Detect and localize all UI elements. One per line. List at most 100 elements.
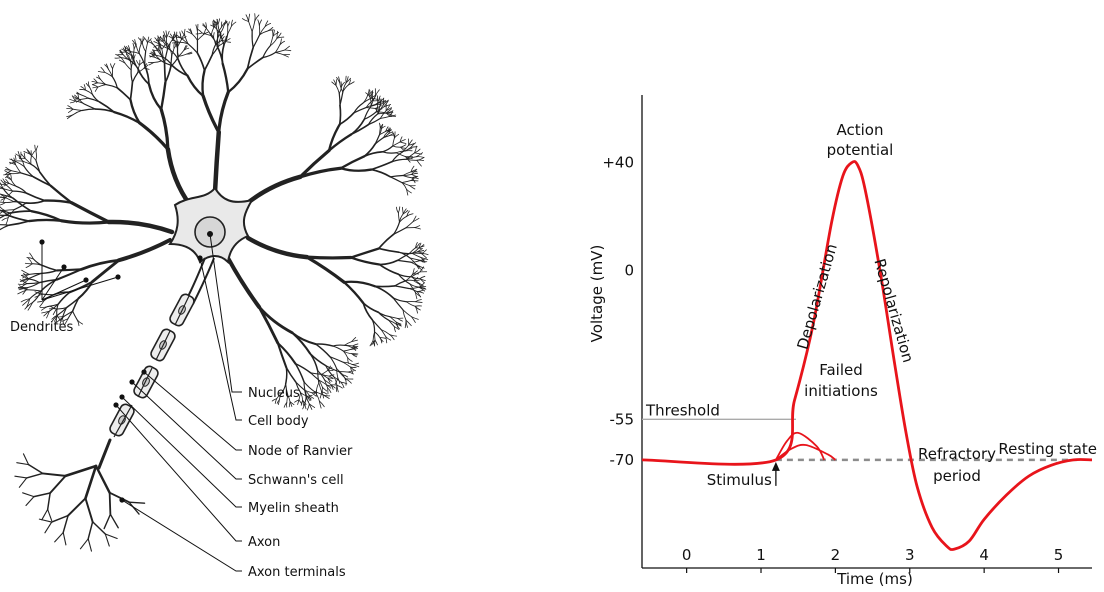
dendrite-branch bbox=[133, 49, 134, 57]
x-tick-label: 2 bbox=[831, 546, 841, 564]
dendrite-branch bbox=[318, 371, 319, 383]
dendrite-branch bbox=[351, 119, 364, 134]
dendrite-branch bbox=[168, 149, 190, 205]
dot bbox=[119, 394, 124, 399]
dendrite-branch bbox=[98, 85, 106, 87]
dendrite-branch bbox=[42, 265, 57, 270]
dendrite-branch bbox=[348, 358, 352, 362]
dendrite-branch bbox=[113, 63, 115, 68]
label-nucleus: Nucleus bbox=[248, 386, 300, 401]
axon-terminal-branch bbox=[48, 493, 50, 509]
axon-terminal-branch bbox=[23, 493, 34, 497]
axon-terminal-branch bbox=[42, 509, 48, 519]
action-potential-label-line1: Action bbox=[837, 121, 884, 139]
dendrite-branch bbox=[29, 220, 62, 221]
dendrite-branch bbox=[27, 193, 45, 200]
axon-terminal-branch bbox=[63, 516, 68, 533]
dendrite-branch bbox=[101, 67, 105, 72]
dendrite-branch bbox=[133, 43, 134, 49]
axon-terminal-branch bbox=[48, 509, 52, 520]
dendrite-branch bbox=[252, 21, 255, 32]
dendrite-branch bbox=[340, 113, 354, 125]
axon-terminal-branch bbox=[129, 502, 139, 514]
label-node-of-ranvier: Node of Ranvier bbox=[248, 444, 353, 459]
refractory-period-label-line2: period bbox=[933, 467, 981, 485]
repolarization-label: Repolarization bbox=[870, 257, 917, 365]
dendrite-branch bbox=[115, 58, 121, 59]
dendrite-branch bbox=[415, 306, 421, 307]
dendrite-branch bbox=[375, 340, 377, 345]
axon-terminal-branch bbox=[68, 498, 85, 515]
axon-terminal-branch bbox=[15, 476, 27, 478]
dendrite-branch bbox=[333, 345, 345, 346]
dendrite-branch bbox=[4, 174, 11, 175]
dendrite-branch bbox=[71, 203, 108, 222]
dendrite-branch bbox=[9, 216, 29, 221]
dendrite-branch bbox=[131, 70, 132, 82]
dendrite-branch bbox=[285, 50, 291, 51]
label-cell-body: Cell body bbox=[248, 414, 309, 429]
dendrite-branch bbox=[223, 64, 229, 92]
dendrite-branch bbox=[336, 85, 339, 93]
dendrite-branch bbox=[259, 307, 278, 343]
dendrite-branch bbox=[73, 110, 82, 114]
dendrite-branch bbox=[351, 248, 379, 257]
dendrite-branch bbox=[344, 282, 363, 303]
dendrite-branch bbox=[95, 87, 98, 91]
dendrite-branch bbox=[382, 146, 392, 152]
axon-terminal-branch bbox=[50, 476, 65, 493]
failed-initiations-label-line2: initiations bbox=[804, 382, 878, 400]
dendrite-branch bbox=[84, 104, 95, 109]
dendrite-branch bbox=[132, 73, 137, 83]
dot bbox=[141, 369, 146, 374]
dendrite-branch bbox=[375, 286, 395, 287]
dendrite-branch bbox=[317, 383, 319, 390]
stimulus-label: Stimulus bbox=[707, 471, 772, 489]
dendrite-branch bbox=[390, 177, 402, 183]
dendrite-branch bbox=[31, 156, 32, 164]
dendrite-branch bbox=[226, 21, 227, 26]
axon-terminal-branch bbox=[23, 454, 28, 465]
dendrite-branch bbox=[15, 155, 16, 161]
dendrite-branch bbox=[81, 95, 88, 98]
cell-body-leader bbox=[200, 258, 242, 420]
dendrite-branch bbox=[382, 152, 396, 153]
dendrite-branch bbox=[42, 294, 53, 295]
action-potential-curve bbox=[642, 161, 1092, 549]
dendrite-branch bbox=[22, 270, 30, 274]
dendrite-branch bbox=[352, 363, 358, 364]
dendrite-branch bbox=[307, 257, 344, 282]
dendrite-branch bbox=[286, 367, 287, 383]
dendrite-branch bbox=[9, 221, 29, 225]
x-tick-label: 4 bbox=[979, 546, 989, 564]
dendrite-branch bbox=[405, 320, 406, 327]
dendrite-branch bbox=[149, 84, 161, 109]
dendrite-branch bbox=[228, 26, 232, 34]
axon-terminals-leader bbox=[122, 500, 242, 571]
dendrite-branch bbox=[197, 35, 203, 41]
dendrite-branch bbox=[395, 281, 406, 286]
label-dendrites: Dendrites bbox=[10, 320, 74, 335]
dot bbox=[197, 255, 202, 260]
label-axon-terminals: Axon terminals bbox=[248, 565, 346, 580]
threshold-label: Threshold bbox=[645, 401, 720, 419]
dendrite-branch bbox=[119, 240, 170, 260]
dendrite-branch bbox=[57, 269, 81, 270]
dendrite-branch bbox=[106, 85, 117, 88]
dendrite-branch bbox=[415, 228, 421, 229]
y-tick-group: +400-55-70 bbox=[602, 154, 634, 469]
y-tick-label: +40 bbox=[602, 154, 634, 172]
dot bbox=[129, 379, 134, 384]
dendrite-branch bbox=[82, 109, 95, 110]
dendrite-branch bbox=[139, 45, 141, 54]
dendrite-branch bbox=[249, 21, 253, 31]
x-axis-title: Time (ms) bbox=[836, 570, 913, 588]
dendrite-branch bbox=[92, 85, 98, 87]
dot bbox=[119, 497, 124, 502]
axon-terminal-branch bbox=[34, 493, 50, 497]
dendrite-branch bbox=[415, 302, 422, 303]
dendrite-branch bbox=[415, 226, 420, 228]
